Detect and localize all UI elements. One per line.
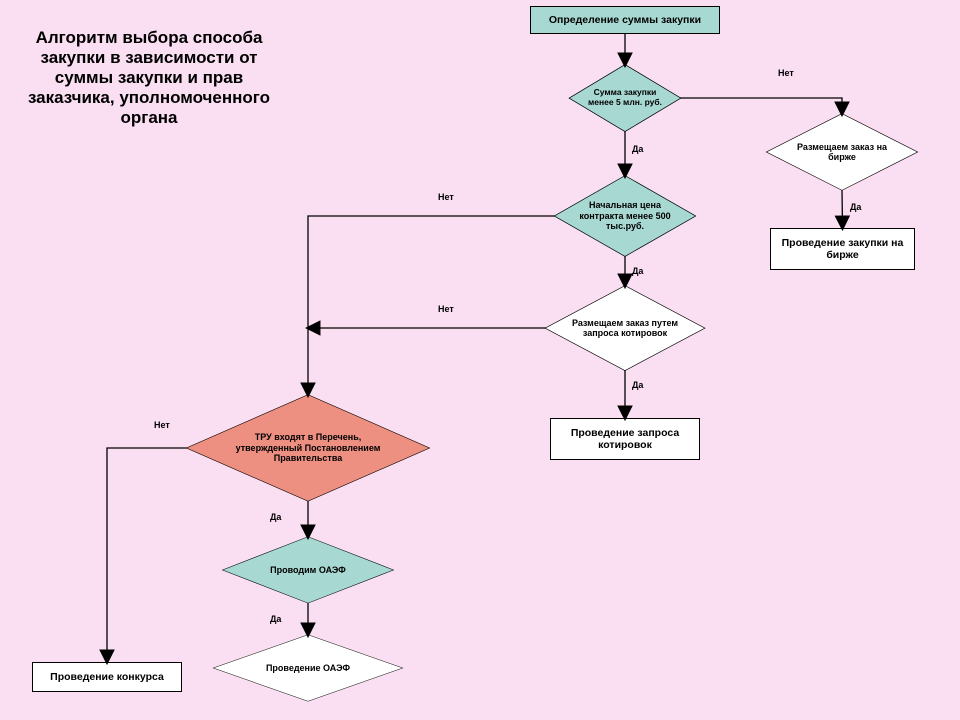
node-d1-label: Сумма закупки менее 5 млн. руб. xyxy=(570,65,680,131)
node-d1: Сумма закупки менее 5 млн. руб. xyxy=(570,65,680,131)
node-d7: Размещаем заказ на бирже xyxy=(767,114,917,190)
node-d3-label: Размещаем заказ путем запроса котировок xyxy=(546,286,704,370)
node-d4: ТРУ входят в Перечень, утвержденный Пост… xyxy=(187,395,429,501)
page-title: Алгоритм выбора способа закупки в зависи… xyxy=(18,28,280,128)
edge-label-no1: Нет xyxy=(778,68,794,78)
node-d4-label: ТРУ входят в Перечень, утвержденный Пост… xyxy=(187,395,429,501)
flowchart-canvas: Алгоритм выбора способа закупки в зависи… xyxy=(0,0,960,720)
node-r1: Проведение закупки на бирже xyxy=(770,228,915,270)
node-d6-label: Проведение ОАЭФ xyxy=(214,635,402,701)
node-r2: Проведение запроса котировок xyxy=(550,418,700,460)
edge-label-no3: Нет xyxy=(438,304,454,314)
edge-label-yes3: Да xyxy=(632,380,643,390)
edge-label-yes7: Да xyxy=(850,202,861,212)
edge-label-no2: Нет xyxy=(438,192,454,202)
node-d5-label: Проводим ОАЭФ xyxy=(223,537,393,603)
node-d7-label: Размещаем заказ на бирже xyxy=(767,114,917,190)
node-start: Определение суммы закупки xyxy=(530,6,720,34)
node-d5: Проводим ОАЭФ xyxy=(223,537,393,603)
edge-label-yes1: Да xyxy=(632,144,643,154)
node-d2: Начальная цена контракта менее 500 тыс.р… xyxy=(555,176,695,256)
edge-label-yes5: Да xyxy=(270,614,281,624)
node-d2-label: Начальная цена контракта менее 500 тыс.р… xyxy=(555,176,695,256)
node-r3: Проведение конкурса xyxy=(32,662,182,692)
node-d6: Проведение ОАЭФ xyxy=(214,635,402,701)
node-d3: Размещаем заказ путем запроса котировок xyxy=(546,286,704,370)
edge-label-yes4: Да xyxy=(270,512,281,522)
edge-label-no4: Нет xyxy=(154,420,170,430)
edge-label-yes2: Да xyxy=(632,266,643,276)
